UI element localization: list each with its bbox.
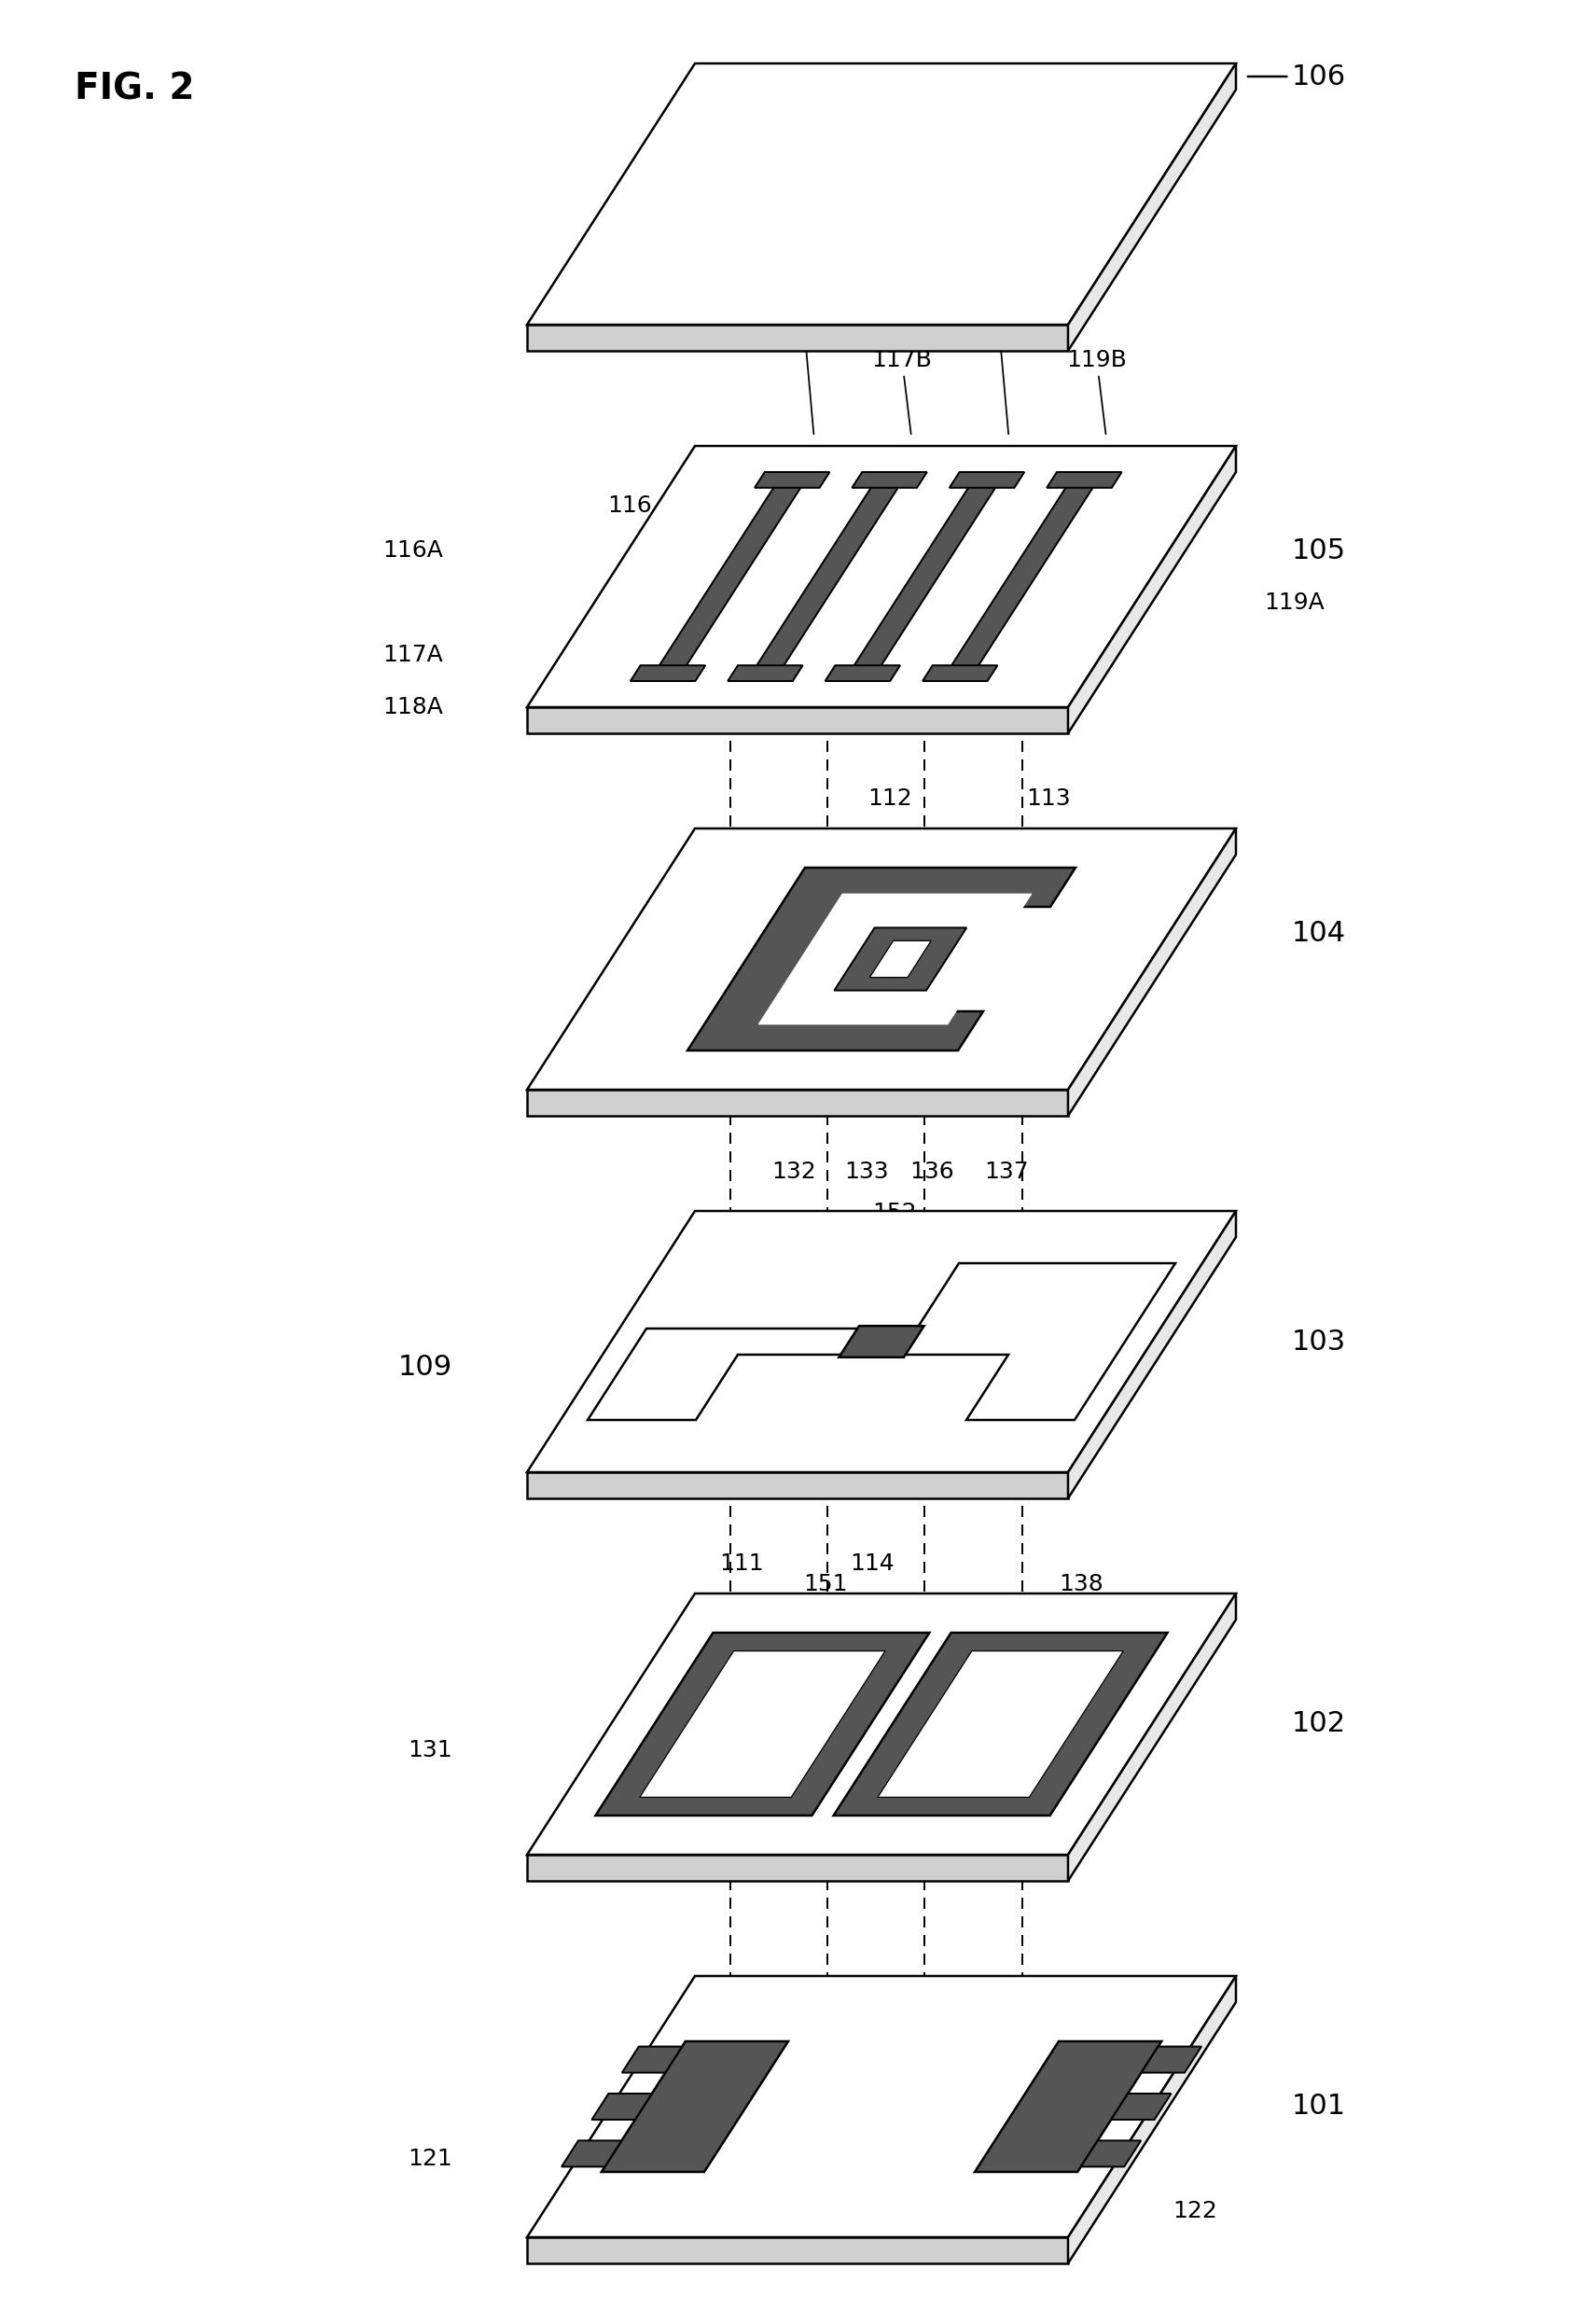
- Polygon shape: [592, 2093, 651, 2121]
- Text: 116A: 116A: [383, 538, 444, 561]
- Polygon shape: [1047, 471, 1122, 487]
- Polygon shape: [900, 1264, 1175, 1421]
- Polygon shape: [527, 1594, 1235, 1855]
- Polygon shape: [747, 471, 908, 681]
- Polygon shape: [844, 471, 1005, 681]
- Polygon shape: [527, 1975, 1235, 2236]
- Text: 132: 132: [771, 1160, 816, 1183]
- Text: 122: 122: [1173, 2199, 1218, 2222]
- Text: 134: 134: [1026, 709, 1071, 732]
- Text: 118A: 118A: [383, 695, 444, 718]
- Polygon shape: [527, 1471, 1068, 1499]
- Polygon shape: [640, 1652, 886, 1797]
- Polygon shape: [622, 2047, 681, 2072]
- Text: 136: 136: [910, 1160, 954, 1183]
- Text: 109: 109: [397, 1354, 452, 1381]
- Text: 131: 131: [409, 1739, 452, 1763]
- Polygon shape: [1068, 1975, 1235, 2264]
- Polygon shape: [942, 471, 1103, 681]
- Polygon shape: [688, 869, 1076, 1051]
- Text: 119A: 119A: [1264, 591, 1325, 614]
- Text: 101: 101: [1291, 2093, 1345, 2121]
- Text: 117B: 117B: [871, 349, 932, 434]
- Polygon shape: [527, 1210, 1235, 1471]
- Polygon shape: [595, 1633, 929, 1816]
- Text: 135: 135: [859, 709, 903, 732]
- Text: 104: 104: [1291, 919, 1345, 947]
- Polygon shape: [602, 2042, 788, 2171]
- Polygon shape: [562, 2141, 621, 2167]
- Polygon shape: [527, 829, 1235, 1090]
- Text: 118B: 118B: [969, 321, 1029, 434]
- Text: 152: 152: [871, 1201, 916, 1224]
- Polygon shape: [870, 940, 930, 977]
- Polygon shape: [527, 1855, 1068, 1880]
- Text: 106: 106: [1248, 62, 1345, 90]
- Polygon shape: [1080, 2141, 1141, 2167]
- Text: 102: 102: [1291, 1712, 1345, 1737]
- Polygon shape: [835, 929, 967, 991]
- Text: 103: 103: [1291, 1328, 1347, 1356]
- Text: 119: 119: [1015, 455, 1060, 478]
- Polygon shape: [527, 1090, 1068, 1116]
- Text: 121: 121: [409, 2148, 452, 2169]
- Text: FIG. 2: FIG. 2: [75, 72, 195, 106]
- Polygon shape: [1141, 2047, 1202, 2072]
- Polygon shape: [1068, 829, 1235, 1116]
- Text: 133: 133: [844, 1160, 889, 1183]
- Text: 117A: 117A: [383, 644, 444, 665]
- Text: 117: 117: [811, 455, 855, 478]
- Polygon shape: [527, 446, 1235, 707]
- Text: 151: 151: [803, 1573, 847, 1596]
- Polygon shape: [1068, 446, 1235, 732]
- Polygon shape: [630, 665, 705, 681]
- Text: 111: 111: [720, 1552, 764, 1575]
- Text: 116: 116: [606, 494, 651, 517]
- Polygon shape: [833, 1633, 1168, 1816]
- Polygon shape: [950, 471, 1025, 487]
- Polygon shape: [527, 707, 1068, 732]
- Polygon shape: [1111, 2093, 1171, 2121]
- Text: 112: 112: [867, 788, 911, 811]
- Text: 114: 114: [851, 1552, 894, 1575]
- Polygon shape: [839, 1326, 924, 1358]
- Polygon shape: [527, 2236, 1068, 2264]
- Polygon shape: [1068, 1594, 1235, 1880]
- Polygon shape: [755, 471, 830, 487]
- Polygon shape: [587, 1328, 863, 1421]
- Text: 113: 113: [1026, 788, 1071, 811]
- Text: 118: 118: [908, 455, 953, 478]
- Text: 105: 105: [1291, 536, 1345, 564]
- Polygon shape: [728, 665, 803, 681]
- Polygon shape: [878, 1652, 1124, 1797]
- Text: 138: 138: [1058, 1573, 1103, 1596]
- Polygon shape: [852, 471, 927, 487]
- Text: 119B: 119B: [1066, 349, 1127, 434]
- Polygon shape: [1068, 62, 1235, 351]
- Polygon shape: [527, 62, 1235, 326]
- Polygon shape: [758, 894, 1031, 1023]
- Polygon shape: [975, 2042, 1162, 2171]
- Text: 137: 137: [985, 1160, 1028, 1183]
- Polygon shape: [825, 665, 900, 681]
- Polygon shape: [1068, 1210, 1235, 1499]
- Polygon shape: [527, 326, 1068, 351]
- Polygon shape: [922, 665, 998, 681]
- Polygon shape: [650, 471, 811, 681]
- Text: 116B: 116B: [774, 321, 835, 434]
